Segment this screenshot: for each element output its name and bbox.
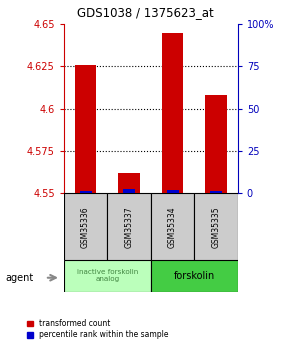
Bar (162, 33, 183, 193)
Text: agent: agent (6, 273, 34, 283)
Text: GSM35337: GSM35337 (124, 206, 134, 248)
Bar (151, 260, 238, 292)
Bar (79, 191, 92, 193)
Bar (123, 189, 135, 193)
Text: GDS1038 / 1375623_at: GDS1038 / 1375623_at (77, 6, 213, 19)
Legend: transformed count, percentile rank within the sample: transformed count, percentile rank withi… (27, 319, 169, 339)
Bar (205, 95, 227, 193)
Bar (194, 193, 238, 260)
Bar (64, 193, 107, 260)
Text: inactive forskolin
analog: inactive forskolin analog (77, 269, 138, 283)
Bar (107, 193, 151, 260)
Text: GSM35335: GSM35335 (211, 206, 221, 248)
Text: GSM35334: GSM35334 (168, 206, 177, 248)
Bar (151, 193, 194, 260)
Bar (64, 260, 151, 292)
Bar (118, 173, 140, 193)
Bar (166, 190, 179, 193)
Text: forskolin: forskolin (174, 271, 215, 281)
Text: GSM35336: GSM35336 (81, 206, 90, 248)
Bar (210, 191, 222, 193)
Bar (75, 65, 96, 193)
